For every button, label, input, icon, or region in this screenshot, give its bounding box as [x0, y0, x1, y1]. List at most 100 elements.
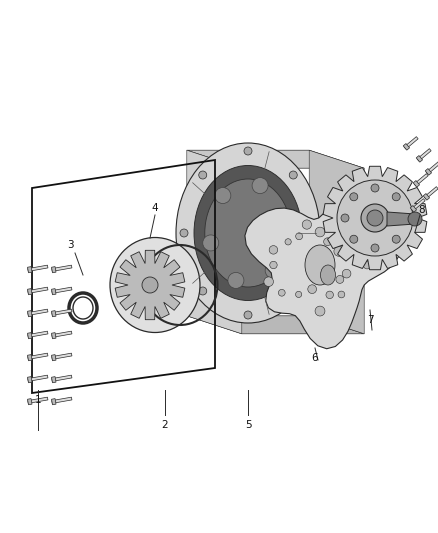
Polygon shape [309, 150, 364, 334]
Circle shape [244, 147, 252, 155]
Circle shape [228, 272, 244, 288]
Circle shape [363, 245, 372, 254]
Circle shape [392, 193, 400, 201]
Polygon shape [52, 333, 56, 339]
Circle shape [285, 239, 291, 245]
Text: 4: 4 [152, 203, 158, 213]
Circle shape [341, 214, 349, 222]
Polygon shape [28, 397, 48, 403]
Ellipse shape [321, 265, 336, 285]
Polygon shape [28, 265, 48, 271]
Polygon shape [52, 377, 56, 383]
Polygon shape [323, 166, 427, 270]
Polygon shape [52, 375, 72, 382]
Circle shape [361, 204, 389, 232]
Polygon shape [52, 309, 72, 316]
Polygon shape [417, 149, 431, 161]
Polygon shape [28, 354, 32, 361]
Polygon shape [404, 136, 418, 149]
Circle shape [343, 223, 352, 232]
Polygon shape [52, 331, 72, 337]
Polygon shape [28, 287, 48, 293]
Circle shape [371, 184, 379, 192]
Polygon shape [28, 353, 48, 359]
Circle shape [363, 261, 371, 269]
Polygon shape [52, 353, 72, 359]
Circle shape [338, 291, 345, 298]
Polygon shape [28, 377, 32, 383]
Polygon shape [187, 150, 242, 334]
Circle shape [265, 262, 281, 278]
Circle shape [308, 285, 317, 294]
Polygon shape [187, 316, 364, 334]
Circle shape [334, 246, 344, 256]
Polygon shape [424, 187, 438, 199]
Circle shape [277, 215, 293, 231]
Circle shape [326, 291, 333, 298]
Circle shape [308, 229, 316, 237]
Polygon shape [245, 198, 399, 349]
Circle shape [337, 180, 413, 256]
Polygon shape [52, 287, 72, 293]
Circle shape [336, 276, 344, 284]
Polygon shape [52, 354, 56, 361]
Ellipse shape [205, 179, 291, 287]
Circle shape [269, 246, 278, 254]
Ellipse shape [305, 245, 335, 285]
Polygon shape [403, 143, 410, 150]
Circle shape [203, 235, 219, 251]
Ellipse shape [176, 143, 320, 323]
Text: 3: 3 [67, 240, 73, 250]
Text: 5: 5 [245, 420, 251, 430]
Circle shape [296, 233, 303, 240]
Polygon shape [52, 266, 56, 273]
Polygon shape [52, 397, 72, 403]
Polygon shape [414, 174, 428, 186]
Circle shape [215, 188, 231, 204]
Circle shape [324, 238, 332, 246]
Circle shape [367, 210, 383, 226]
Polygon shape [52, 311, 56, 317]
Polygon shape [52, 399, 56, 405]
Text: 7: 7 [367, 315, 373, 325]
Circle shape [350, 235, 358, 243]
Polygon shape [115, 251, 185, 320]
Polygon shape [28, 331, 48, 337]
Polygon shape [387, 212, 415, 226]
Polygon shape [28, 309, 48, 316]
Circle shape [315, 306, 325, 316]
Polygon shape [28, 333, 32, 339]
Text: 8: 8 [419, 205, 425, 215]
Polygon shape [416, 156, 423, 162]
Text: 6: 6 [312, 353, 318, 363]
Text: 1: 1 [35, 395, 41, 405]
Circle shape [270, 261, 277, 269]
Circle shape [252, 177, 268, 193]
Circle shape [289, 287, 297, 295]
Polygon shape [52, 265, 72, 271]
Polygon shape [425, 168, 431, 175]
Circle shape [279, 289, 285, 296]
Circle shape [199, 287, 207, 295]
Circle shape [264, 277, 273, 286]
Polygon shape [28, 288, 32, 295]
Polygon shape [28, 375, 48, 382]
Polygon shape [426, 161, 438, 174]
Polygon shape [28, 311, 32, 317]
Ellipse shape [263, 201, 343, 301]
Text: 2: 2 [162, 420, 168, 430]
Polygon shape [52, 288, 56, 295]
Polygon shape [410, 206, 417, 212]
Ellipse shape [194, 166, 302, 301]
Circle shape [180, 229, 188, 237]
Circle shape [371, 244, 379, 252]
Circle shape [296, 292, 302, 297]
Circle shape [408, 212, 422, 226]
Circle shape [289, 171, 297, 179]
Polygon shape [411, 199, 425, 211]
Polygon shape [28, 399, 32, 405]
Polygon shape [28, 266, 32, 273]
Ellipse shape [110, 238, 200, 333]
Circle shape [342, 269, 351, 278]
Polygon shape [413, 181, 420, 187]
